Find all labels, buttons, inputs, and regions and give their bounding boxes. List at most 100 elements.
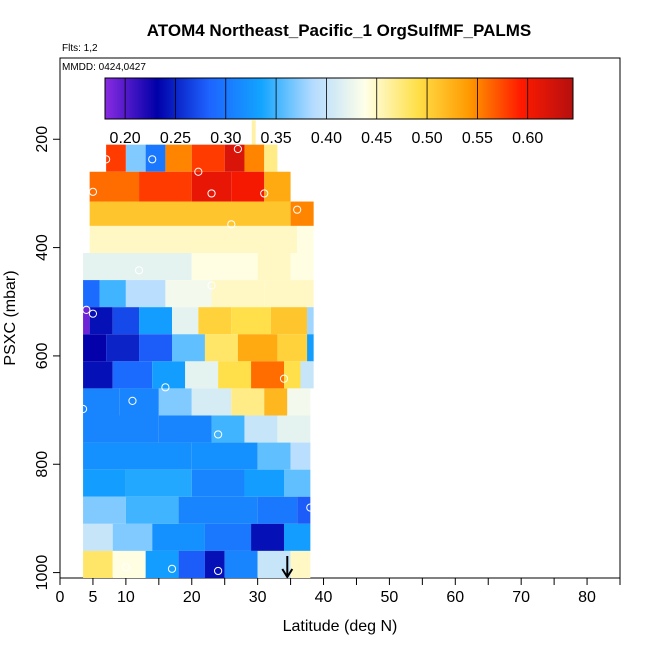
chart-title: ATOM4 Northeast_Pacific_1 OrgSulfMF_PALM… xyxy=(147,21,531,40)
colorbar-tick-label: 0.25 xyxy=(160,130,191,147)
heatmap-cell xyxy=(307,307,314,335)
x-tick-label: 80 xyxy=(578,589,596,606)
heatmap-cell xyxy=(277,334,308,362)
sample-point xyxy=(128,396,137,405)
plot-frame xyxy=(59,57,621,579)
latitude-marker xyxy=(281,556,294,579)
heatmap-cell xyxy=(178,496,258,524)
heatmap-cell xyxy=(89,225,298,253)
sample-point xyxy=(82,305,91,314)
heatmap-cell xyxy=(257,253,291,281)
sample-point xyxy=(214,566,223,576)
sample-point xyxy=(134,266,144,275)
heatmap-cell xyxy=(297,496,311,524)
colorbar-tick-label: 0.35 xyxy=(261,130,292,147)
heatmap-cell xyxy=(145,550,179,578)
heatmap-cell xyxy=(257,442,291,470)
x-axis-label: Latitude (deg N) xyxy=(283,618,398,635)
heatmap-cell xyxy=(83,442,192,470)
heatmap xyxy=(83,120,314,578)
x-tick-label: 60 xyxy=(446,589,464,606)
heatmap-cell xyxy=(89,307,113,335)
heatmap-cell xyxy=(290,201,314,226)
heatmap-cell xyxy=(83,334,107,362)
colorbar-tick-label: 0.40 xyxy=(311,130,342,147)
heatmap-cell xyxy=(83,496,126,524)
colorbar-tick-label: 0.30 xyxy=(210,130,241,147)
colorbar-tick-label: 0.55 xyxy=(462,130,493,147)
heatmap-cell xyxy=(218,361,252,389)
heatmap-cell xyxy=(83,469,126,497)
heatmap-cell xyxy=(112,523,153,551)
heatmap-cell xyxy=(83,253,192,281)
x-axis: 0 5 10 20 30 40 50 60 70 80 xyxy=(56,578,621,606)
colorbar-tick-label: 0.60 xyxy=(512,130,543,147)
y-tick-label: 800 xyxy=(34,451,51,478)
heatmap-cell xyxy=(83,361,113,389)
sample-point xyxy=(306,503,315,512)
y-tick-label: 1000 xyxy=(34,555,51,591)
arrow-head xyxy=(281,568,294,579)
sample-point xyxy=(161,383,170,392)
y-tick-label: 200 xyxy=(34,126,51,153)
heatmap-cell xyxy=(191,144,225,172)
heatmap-cell xyxy=(178,550,205,578)
heatmap-cell xyxy=(204,550,225,578)
heatmap-cell xyxy=(172,307,199,335)
heatmap-cell xyxy=(83,307,90,335)
x-tick-label: 20 xyxy=(183,589,201,606)
sample-point xyxy=(227,220,236,229)
flights-label: Flts: 1,2 xyxy=(62,43,98,54)
heatmap-cell xyxy=(125,280,166,308)
x-tick-label: 10 xyxy=(117,589,135,606)
sample-point xyxy=(207,189,216,198)
y-axis: 200 400 600 800 1000 xyxy=(34,126,60,591)
heatmap-cell xyxy=(204,334,238,362)
heatmap-cell xyxy=(211,280,265,308)
heatmap-cell xyxy=(231,307,271,335)
heatmap-cell xyxy=(89,201,291,226)
heatmap-cell xyxy=(231,388,265,416)
colorbar-tick-label: 0.45 xyxy=(361,130,392,147)
heatmap-cell xyxy=(106,144,126,172)
heatmap-cell xyxy=(297,225,314,253)
mmdd-label: MMDD: 0424,0427 xyxy=(62,62,146,73)
heatmap-cell xyxy=(152,523,205,551)
heatmap-cell xyxy=(211,415,245,443)
heatmap-cell xyxy=(277,415,311,443)
sample-point xyxy=(167,564,177,573)
sample-point xyxy=(194,167,203,176)
heatmap-cell xyxy=(83,388,120,416)
heatmap-cell xyxy=(139,307,172,335)
colorbar-ticks: 0.20 0.25 0.30 0.35 0.40 0.45 0.50 0.55 0.60 xyxy=(110,78,543,147)
sample-point xyxy=(121,563,130,572)
heatmap-cell xyxy=(139,171,192,202)
colorbar-tick-label: 0.20 xyxy=(110,130,141,147)
heatmap-cell xyxy=(89,171,140,202)
heatmap-cell xyxy=(237,334,278,362)
sample-point xyxy=(102,155,111,164)
heatmap-cell xyxy=(251,120,256,145)
sample-point xyxy=(78,404,88,414)
heatmap-cell xyxy=(83,523,113,551)
heatmap-cell xyxy=(284,469,311,497)
heatmap-cell xyxy=(125,496,179,524)
y-tick-label: 400 xyxy=(34,234,51,261)
sample-points xyxy=(78,144,315,576)
heatmap-cell xyxy=(191,253,258,281)
heatmap-cell xyxy=(112,550,146,578)
heatmap-cell xyxy=(83,280,100,308)
heatmap-cell xyxy=(224,144,245,172)
sample-point xyxy=(293,205,302,214)
sample-point xyxy=(88,309,98,318)
heatmap-cell xyxy=(191,442,258,470)
x-tick-label: 5 xyxy=(88,589,97,606)
heatmap-cell xyxy=(264,171,291,202)
heatmap-cell xyxy=(244,469,284,497)
sample-point xyxy=(88,187,98,196)
x-tick-label: 30 xyxy=(249,589,267,606)
heatmap-cell xyxy=(284,361,301,389)
heatmap-cell xyxy=(125,144,146,172)
heatmap-cell xyxy=(264,144,278,172)
